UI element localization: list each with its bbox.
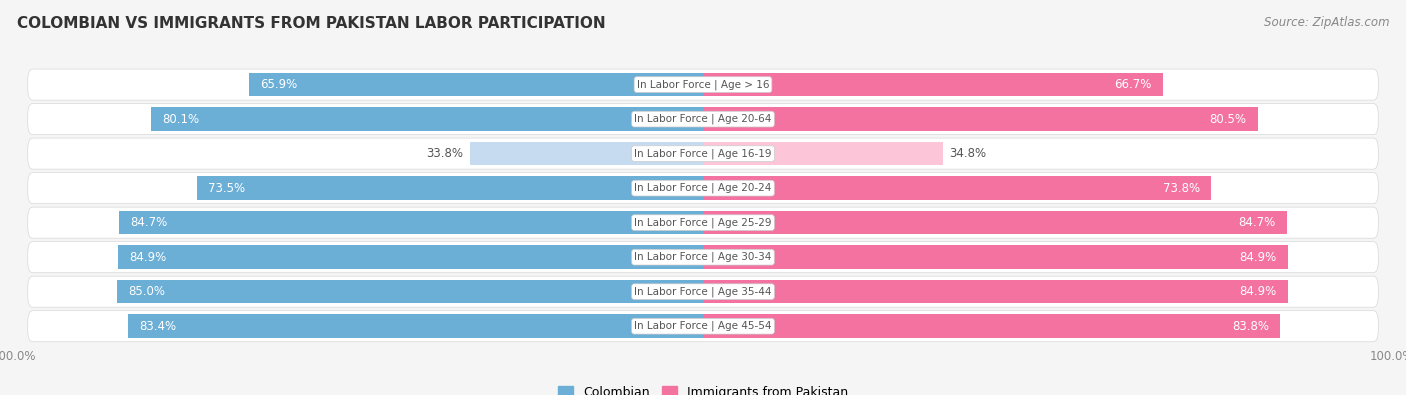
Bar bbox=[118, 245, 703, 269]
Text: 80.5%: 80.5% bbox=[1209, 113, 1247, 126]
Text: 73.5%: 73.5% bbox=[208, 182, 245, 195]
Text: 34.8%: 34.8% bbox=[949, 147, 987, 160]
Bar bbox=[703, 211, 1286, 234]
Bar bbox=[128, 314, 703, 338]
Text: 84.7%: 84.7% bbox=[1239, 216, 1275, 229]
FancyBboxPatch shape bbox=[28, 69, 1378, 100]
Bar bbox=[703, 314, 1281, 338]
FancyBboxPatch shape bbox=[28, 207, 1378, 238]
FancyBboxPatch shape bbox=[28, 138, 1378, 169]
Text: In Labor Force | Age 20-24: In Labor Force | Age 20-24 bbox=[634, 183, 772, 194]
Text: 80.1%: 80.1% bbox=[162, 113, 200, 126]
Legend: Colombian, Immigrants from Pakistan: Colombian, Immigrants from Pakistan bbox=[553, 381, 853, 395]
Text: 85.0%: 85.0% bbox=[128, 285, 166, 298]
Text: In Labor Force | Age > 16: In Labor Force | Age > 16 bbox=[637, 79, 769, 90]
Text: 65.9%: 65.9% bbox=[260, 78, 297, 91]
FancyBboxPatch shape bbox=[28, 276, 1378, 307]
Bar bbox=[152, 107, 703, 131]
Bar bbox=[470, 142, 703, 166]
Text: 73.8%: 73.8% bbox=[1163, 182, 1201, 195]
Text: 33.8%: 33.8% bbox=[426, 147, 463, 160]
FancyBboxPatch shape bbox=[28, 242, 1378, 273]
Bar bbox=[118, 280, 703, 303]
Bar bbox=[703, 142, 943, 166]
Text: 83.4%: 83.4% bbox=[139, 320, 177, 333]
Text: In Labor Force | Age 25-29: In Labor Force | Age 25-29 bbox=[634, 217, 772, 228]
Bar bbox=[703, 107, 1257, 131]
Text: In Labor Force | Age 45-54: In Labor Force | Age 45-54 bbox=[634, 321, 772, 331]
Text: 84.7%: 84.7% bbox=[131, 216, 167, 229]
Text: 66.7%: 66.7% bbox=[1114, 78, 1152, 91]
Bar bbox=[197, 177, 703, 200]
Text: In Labor Force | Age 35-44: In Labor Force | Age 35-44 bbox=[634, 286, 772, 297]
Text: Source: ZipAtlas.com: Source: ZipAtlas.com bbox=[1264, 16, 1389, 29]
Bar bbox=[703, 245, 1288, 269]
FancyBboxPatch shape bbox=[28, 103, 1378, 135]
Bar bbox=[120, 211, 703, 234]
FancyBboxPatch shape bbox=[28, 311, 1378, 342]
Text: 84.9%: 84.9% bbox=[1240, 251, 1277, 264]
Bar bbox=[249, 73, 703, 96]
Text: COLOMBIAN VS IMMIGRANTS FROM PAKISTAN LABOR PARTICIPATION: COLOMBIAN VS IMMIGRANTS FROM PAKISTAN LA… bbox=[17, 16, 606, 31]
Bar bbox=[703, 73, 1163, 96]
Text: 84.9%: 84.9% bbox=[1240, 285, 1277, 298]
Text: In Labor Force | Age 30-34: In Labor Force | Age 30-34 bbox=[634, 252, 772, 262]
FancyBboxPatch shape bbox=[28, 173, 1378, 204]
Bar bbox=[703, 280, 1288, 303]
Bar bbox=[703, 177, 1212, 200]
Text: In Labor Force | Age 16-19: In Labor Force | Age 16-19 bbox=[634, 149, 772, 159]
Text: 84.9%: 84.9% bbox=[129, 251, 166, 264]
Text: In Labor Force | Age 20-64: In Labor Force | Age 20-64 bbox=[634, 114, 772, 124]
Text: 83.8%: 83.8% bbox=[1232, 320, 1270, 333]
